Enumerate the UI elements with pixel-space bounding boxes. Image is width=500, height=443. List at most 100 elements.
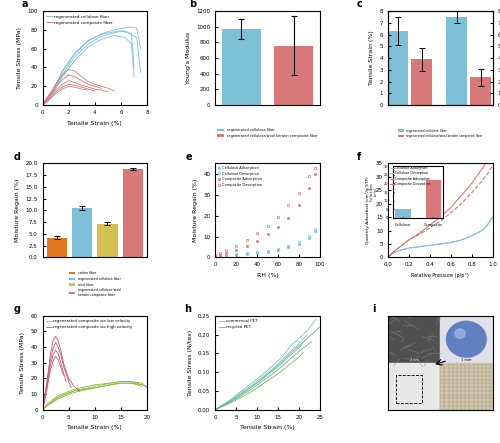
regenerated cellulose fiber <box>112 27 117 32</box>
Composite Adsorption <box>312 171 318 176</box>
Composite Adsorption <box>458 201 464 206</box>
Cellulose Desorption <box>426 243 432 248</box>
Composite Adsorption <box>218 253 224 258</box>
Cellulose Desorption <box>286 243 292 249</box>
Line: Composite Adsorption: Composite Adsorption <box>214 173 316 259</box>
Y-axis label: Tensile Strain (%): Tensile Strain (%) <box>369 31 374 85</box>
Cellulose Desorption <box>390 251 396 256</box>
Cellulose Desorption <box>416 244 422 249</box>
Cellulose Adsorption <box>416 244 422 249</box>
Cellulose Adsorption <box>458 237 464 243</box>
Cellulose Adsorption <box>385 255 391 260</box>
Cellulose Adsorption <box>275 248 281 253</box>
Composite Desorption <box>254 231 260 236</box>
Composite Desorption <box>490 153 496 158</box>
Cellulose Adsorption <box>254 250 260 256</box>
regenerated composite via low velocity <box>71 389 77 394</box>
Composite Adsorption <box>400 241 406 247</box>
Composite Desorption <box>400 241 406 247</box>
Bar <box>387 31 408 105</box>
Text: d: d <box>13 152 20 162</box>
Text: h: h <box>184 304 191 314</box>
Composite Adsorption <box>212 255 218 260</box>
Legend: commercial PET, recycled PET: commercial PET, recycled PET <box>217 318 259 331</box>
regenerated composite via high velocity <box>76 389 82 394</box>
recycled PET <box>220 403 226 408</box>
Line: Composite Desorption: Composite Desorption <box>388 155 492 257</box>
commercial PET <box>312 317 318 322</box>
Composite Desorption <box>484 158 490 163</box>
commercial PET <box>288 343 294 349</box>
Bar <box>98 224 117 257</box>
Y-axis label: Young's Modulus: Young's Modulus <box>186 32 191 84</box>
Cellulose Desorption <box>296 239 302 245</box>
Composite Adsorption <box>484 171 490 177</box>
Cellulose Desorption <box>244 250 250 256</box>
regenerated composite fiber <box>40 102 46 108</box>
recycled PET <box>317 324 323 330</box>
regenerated composite fiber <box>92 82 98 87</box>
commercial PET <box>271 362 277 367</box>
Text: g: g <box>13 304 20 314</box>
Cellulose Adsorption <box>400 247 406 252</box>
Composite Desorption <box>286 202 292 208</box>
recycled PET <box>304 336 310 341</box>
Composite Desorption <box>390 249 396 255</box>
regenerated composite fiber <box>44 96 50 101</box>
regenerated composite via low velocity <box>128 379 134 384</box>
Composite Adsorption <box>286 215 292 221</box>
Composite Desorption <box>437 214 443 220</box>
Y-axis label: Tensile Stress (MPa): Tensile Stress (MPa) <box>20 332 25 394</box>
Cellulose Adsorption <box>244 251 250 256</box>
regenerated composite via high velocity <box>44 373 51 378</box>
regenerated composite fiber <box>105 85 111 91</box>
Cellulose Desorption <box>254 249 260 254</box>
Cellulose Desorption <box>218 253 224 258</box>
Cellulose Desorption <box>468 233 474 239</box>
regenerated cellulose fiber <box>134 25 140 31</box>
recycled PET <box>288 351 294 356</box>
Bar <box>412 59 432 105</box>
Composite Adsorption <box>275 225 281 230</box>
regenerated composite fiber <box>48 88 54 93</box>
commercial PET <box>296 336 302 341</box>
Text: 1 mm: 1 mm <box>461 358 471 362</box>
regenerated cellulose fiber <box>59 70 65 75</box>
regenerated cellulose fiber <box>138 46 143 51</box>
Bar <box>396 374 422 403</box>
Y-axis label: Moisture Regain (%): Moisture Regain (%) <box>193 179 198 242</box>
Line: Cellulose Adsorption: Cellulose Adsorption <box>388 217 492 257</box>
Composite Adsorption <box>479 178 485 183</box>
Text: 2 cm: 2 cm <box>410 358 418 362</box>
regenerated composite fiber <box>86 79 91 84</box>
Cellulose Desorption <box>275 246 281 251</box>
Bar <box>388 316 440 363</box>
Line: Composite Desorption: Composite Desorption <box>214 166 316 256</box>
Composite Desorption <box>448 205 454 210</box>
Bar <box>47 238 67 257</box>
Composite Adsorption <box>426 225 432 230</box>
Line: Cellulose Desorption: Cellulose Desorption <box>214 228 316 258</box>
recycled PET <box>312 328 318 334</box>
Cellulose Desorption <box>233 251 239 256</box>
Composite Adsorption <box>296 202 302 208</box>
Cellulose Adsorption <box>406 245 412 251</box>
commercial PET <box>262 369 268 375</box>
regenerated composite via high velocity <box>55 338 61 343</box>
Cellulose Adsorption <box>390 251 396 256</box>
Cellulose Adsorption <box>286 245 292 250</box>
commercial PET <box>220 401 226 407</box>
Cellulose Adsorption <box>479 228 485 233</box>
regenerated composite via high velocity <box>40 407 46 412</box>
Cellulose Desorption <box>222 252 228 257</box>
Bar <box>274 46 314 105</box>
regenerated composite via high velocity <box>66 376 71 381</box>
Legend: regenerated composite via low velocity, regenerated composite via high velocity: regenerated composite via low velocity, … <box>44 318 134 331</box>
Cellulose Desorption <box>437 241 443 247</box>
Legend: Cellulose Adsorption, Cellulose Desorption, Composite Adsorption, Composite Deso: Cellulose Adsorption, Cellulose Desorpti… <box>390 165 431 187</box>
Composite Desorption <box>218 251 224 256</box>
Bar <box>222 29 261 105</box>
Composite Desorption <box>458 193 464 198</box>
commercial PET <box>229 396 235 401</box>
Bar <box>440 363 492 410</box>
